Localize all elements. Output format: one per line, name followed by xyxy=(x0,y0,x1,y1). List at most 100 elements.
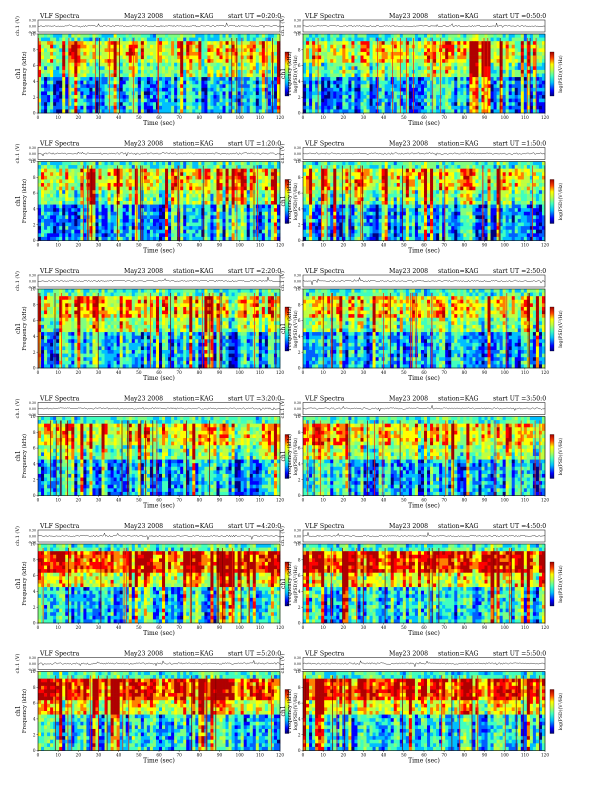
spectrogram-cell xyxy=(379,102,382,106)
spectrogram-cell xyxy=(156,169,159,173)
spectrogram-cell xyxy=(397,95,400,99)
spectrogram-cell xyxy=(220,91,223,95)
spectrogram-cell xyxy=(478,45,481,49)
spectrogram-cell xyxy=(238,84,241,88)
spectrogram-cell xyxy=(59,197,62,201)
spectrogram-cell xyxy=(354,77,357,81)
spectrogram-cell xyxy=(250,215,253,219)
spectrogram-cell xyxy=(244,45,247,49)
spectrogram-cell xyxy=(71,34,74,38)
spectrogram-cell xyxy=(204,165,207,169)
spectrogram-cell xyxy=(171,208,174,212)
spectrogram-cell xyxy=(201,74,204,78)
spectrogram-cell xyxy=(165,70,168,74)
spectrogram-cell xyxy=(509,52,512,56)
spectrogram-cell xyxy=(485,52,488,56)
spectrogram-cell xyxy=(370,63,373,67)
spectrogram-cell xyxy=(180,70,183,74)
spectrogram-cell xyxy=(367,102,370,106)
spectrogram-cell xyxy=(345,70,348,74)
spectrogram-cell xyxy=(123,165,126,169)
spectrogram-cell xyxy=(485,81,488,85)
spectrogram-cell xyxy=(62,88,65,92)
spectrogram-cell xyxy=(186,84,189,88)
spectrogram-cell xyxy=(223,48,226,52)
spectrogram-cell xyxy=(105,172,108,176)
spectrogram-cell xyxy=(336,77,339,81)
spectrogram-cell xyxy=(180,162,183,166)
spectrogram-cell xyxy=(345,106,348,110)
spectrogram-cell xyxy=(506,38,509,42)
spectrogram-cell xyxy=(38,190,41,194)
spectrogram-cell xyxy=(207,74,210,78)
spectrogram-cell xyxy=(183,205,186,209)
spectrogram-cell xyxy=(506,77,509,81)
spectrogram-cell xyxy=(433,106,436,110)
spectrogram-cell xyxy=(232,194,235,198)
panel-station: station=KAG xyxy=(173,13,214,20)
spectrogram-cell xyxy=(397,70,400,74)
spectrogram-cell xyxy=(509,102,512,106)
spectrogram-cell xyxy=(220,212,223,216)
spectrogram-cell xyxy=(65,197,68,201)
spectrogram-cell xyxy=(50,88,53,92)
spectrogram-cell xyxy=(174,66,177,70)
spectrogram-cell xyxy=(327,77,330,81)
spectrogram-cell xyxy=(433,99,436,103)
spectrogram-cell xyxy=(123,176,126,180)
spectrogram-cell xyxy=(195,77,198,81)
spectrogram-cell xyxy=(207,48,210,52)
spectrogram-cell xyxy=(92,194,95,198)
spectrogram-cell xyxy=(105,48,108,52)
spectrogram-cell xyxy=(394,56,397,60)
spectrogram-cell xyxy=(186,169,189,173)
spectrogram-cell xyxy=(250,169,253,173)
spectrogram-cell xyxy=(135,48,138,52)
spectrogram-cell xyxy=(216,197,219,201)
spectrogram-cell xyxy=(216,56,219,60)
spectrogram-cell xyxy=(117,162,120,166)
spectrogram-cell xyxy=(147,102,150,106)
spectrogram-cell xyxy=(250,63,253,67)
spectrogram-cell xyxy=(268,59,271,63)
spectrogram-cell xyxy=(321,81,324,85)
spectrogram-cell xyxy=(223,190,226,194)
spectrogram-cell xyxy=(71,102,74,106)
spectrogram-cell xyxy=(433,91,436,95)
spectrogram-cell xyxy=(247,201,250,205)
spectrogram-cell xyxy=(62,187,65,191)
spectrogram-cell xyxy=(424,45,427,49)
spectrogram-cell xyxy=(168,165,171,169)
spectrogram-cell xyxy=(144,59,147,63)
spectrogram-cell xyxy=(491,77,494,81)
spectrogram-cell xyxy=(324,63,327,67)
spectrogram-cell xyxy=(250,74,253,78)
spectrogram-cell xyxy=(213,84,216,88)
spectrogram-cell xyxy=(65,41,68,45)
spectrogram-cell xyxy=(111,162,114,166)
spectrogram-cell xyxy=(342,95,345,99)
spectrogram-cell xyxy=(186,81,189,85)
spectrogram-cell xyxy=(518,106,521,110)
spectrogram-cell xyxy=(41,169,44,173)
spectrogram-cell xyxy=(268,208,271,212)
spectrogram-cell xyxy=(354,56,357,60)
spectrogram-cell xyxy=(102,95,105,99)
spectrogram-cell xyxy=(357,99,360,103)
spectrogram-cell xyxy=(336,74,339,78)
spectrogram-cell xyxy=(62,95,65,99)
spectrogram-cell xyxy=(129,172,132,176)
spectrogram-cell xyxy=(385,63,388,67)
spectrogram-cell xyxy=(141,77,144,81)
spectrogram-cell xyxy=(186,56,189,60)
spectrogram-cell xyxy=(345,81,348,85)
spectrogram-cell xyxy=(403,45,406,49)
spectrogram-cell xyxy=(183,194,186,198)
spectrogram-cell xyxy=(38,165,41,169)
spectrogram-cell xyxy=(360,102,363,106)
spectrogram-cell xyxy=(364,45,367,49)
spectrogram-cell xyxy=(174,45,177,49)
spectrogram-cell xyxy=(114,41,117,45)
spectrogram-cell xyxy=(533,74,536,78)
spectrogram-cell xyxy=(509,41,512,45)
